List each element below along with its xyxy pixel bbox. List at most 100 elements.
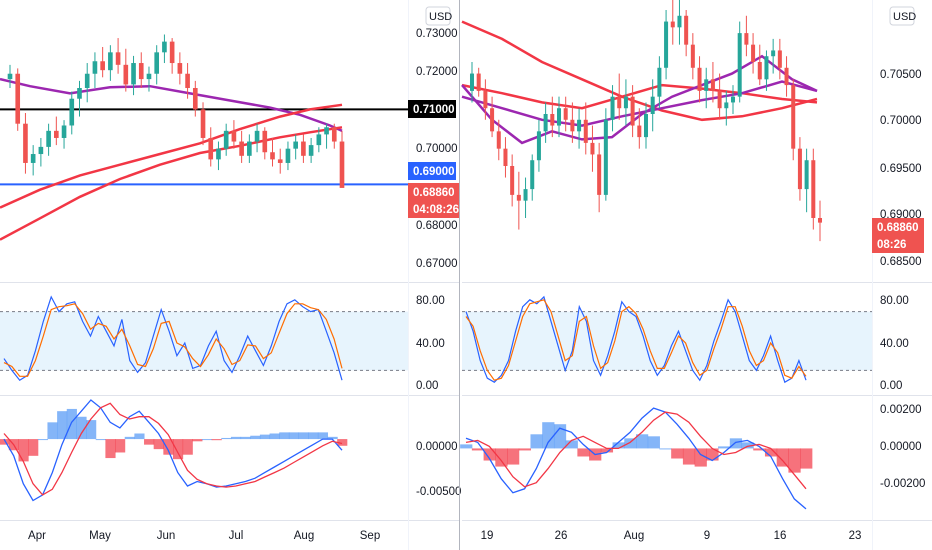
candle-body[interactable]: [597, 154, 602, 195]
moving-average-line[interactable]: [0, 77, 343, 132]
stochastic-line[interactable]: [465, 295, 807, 384]
macd-line[interactable]: [465, 411, 807, 490]
candle-body[interactable]: [239, 141, 244, 156]
candle-body[interactable]: [154, 52, 160, 74]
moving-average-line[interactable]: [0, 103, 343, 209]
macd-histogram-bar[interactable]: [776, 448, 789, 467]
candle-body[interactable]: [270, 152, 275, 160]
candle-body[interactable]: [469, 73, 475, 91]
candle-body[interactable]: [262, 130, 268, 153]
macd-histogram-bar[interactable]: [741, 442, 754, 449]
candle-body[interactable]: [530, 160, 535, 190]
macd-histogram-bar[interactable]: [76, 416, 87, 440]
candle-body[interactable]: [583, 119, 588, 143]
candle-body[interactable]: [108, 52, 113, 71]
macd-histogram-bar[interactable]: [718, 446, 731, 449]
candle-body[interactable]: [650, 96, 655, 114]
macd-histogram-bar[interactable]: [0, 439, 10, 445]
macd-histogram-bar[interactable]: [327, 436, 338, 440]
candle-body[interactable]: [185, 73, 190, 89]
candle-body[interactable]: [771, 50, 776, 57]
macd-histogram-bar[interactable]: [221, 437, 232, 440]
candle-body[interactable]: [536, 131, 541, 161]
moving-average-line[interactable]: [461, 54, 818, 145]
candle-body[interactable]: [324, 127, 329, 135]
candle-body[interactable]: [301, 141, 306, 156]
macd-histogram-bar[interactable]: [250, 435, 261, 440]
candle-body[interactable]: [684, 15, 689, 45]
macd-histogram-bar[interactable]: [729, 438, 743, 449]
macd-histogram-bar[interactable]: [182, 439, 193, 455]
price-label-last-price[interactable]: [408, 183, 460, 201]
candle-body[interactable]: [231, 130, 237, 142]
macd-histogram-bar[interactable]: [28, 439, 39, 456]
macd-histogram-bar[interactable]: [682, 448, 696, 465]
candle-body[interactable]: [331, 127, 337, 142]
candle-body[interactable]: [476, 73, 481, 91]
candle-body[interactable]: [797, 148, 802, 190]
candle-body[interactable]: [730, 96, 736, 103]
candle-body[interactable]: [216, 148, 221, 160]
candle-body[interactable]: [556, 108, 562, 126]
macd-histogram-bar[interactable]: [542, 422, 555, 449]
macd-histogram-bar[interactable]: [115, 439, 126, 453]
candle-body[interactable]: [724, 102, 729, 109]
candle-body[interactable]: [610, 96, 615, 120]
candle-body[interactable]: [817, 218, 823, 223]
macd-histogram-bar[interactable]: [764, 448, 778, 457]
macd-histogram-bar[interactable]: [86, 420, 97, 440]
macd-histogram-bar[interactable]: [66, 408, 77, 440]
macd-histogram-bar[interactable]: [317, 432, 329, 440]
macd-histogram-bar[interactable]: [279, 432, 290, 440]
candle-body[interactable]: [777, 50, 782, 68]
candle-body[interactable]: [751, 44, 756, 62]
candle-body[interactable]: [138, 63, 144, 80]
macd-histogram-bar[interactable]: [269, 433, 280, 440]
stochastic-line[interactable]: [3, 303, 343, 377]
candle-body[interactable]: [177, 63, 183, 74]
candle-body[interactable]: [670, 21, 675, 28]
candle-body[interactable]: [704, 79, 709, 91]
macd-histogram-bar[interactable]: [471, 448, 485, 451]
stochastic-line[interactable]: [3, 295, 343, 381]
macd-histogram-bar[interactable]: [259, 434, 271, 440]
currency-badge[interactable]: [425, 6, 451, 26]
macd-histogram-bar[interactable]: [565, 440, 578, 449]
candle-body[interactable]: [54, 130, 59, 138]
candle-body[interactable]: [637, 125, 642, 138]
candle-body[interactable]: [61, 125, 67, 138]
macd-histogram-bar[interactable]: [144, 439, 155, 445]
macd-histogram-bar[interactable]: [288, 432, 300, 440]
candle-body[interactable]: [523, 189, 528, 201]
candle-body[interactable]: [46, 130, 51, 147]
left-chart-panel[interactable]: 0.73000 0.72000 0.70000 0.68000 0.67000 USD 0.…: [0, 0, 461, 550]
candle-body[interactable]: [308, 145, 314, 156]
macd-histogram-bar[interactable]: [105, 439, 116, 459]
candle-body[interactable]: [590, 142, 595, 155]
candle-body[interactable]: [677, 15, 682, 28]
moving-average-line[interactable]: [461, 83, 818, 110]
candle-body[interactable]: [23, 123, 28, 163]
macd-histogram-bar[interactable]: [308, 432, 319, 440]
candle-body[interactable]: [744, 33, 749, 45]
candle-body[interactable]: [200, 109, 206, 138]
candle-body[interactable]: [690, 44, 695, 68]
candle-body[interactable]: [516, 194, 521, 201]
macd-histogram-bar[interactable]: [753, 448, 766, 451]
price-label-resistance-line[interactable]: [408, 100, 456, 118]
price-label-countdown[interactable]: [408, 200, 460, 218]
candle-body[interactable]: [223, 130, 229, 149]
candle-body[interactable]: [764, 56, 769, 80]
candle-body[interactable]: [316, 134, 322, 146]
macd-histogram-bar[interactable]: [507, 448, 520, 465]
macd-histogram-bar[interactable]: [647, 436, 660, 449]
macd-histogram-bar[interactable]: [624, 438, 637, 449]
macd-histogram-bar[interactable]: [211, 439, 222, 441]
macd-histogram-bar[interactable]: [124, 436, 135, 440]
moving-average-line[interactable]: [461, 80, 818, 127]
candle-body[interactable]: [737, 33, 742, 97]
stochastic-line[interactable]: [465, 299, 807, 381]
candle-body[interactable]: [115, 52, 121, 65]
macd-histogram-bar[interactable]: [201, 439, 213, 441]
candle-body[interactable]: [146, 73, 152, 80]
